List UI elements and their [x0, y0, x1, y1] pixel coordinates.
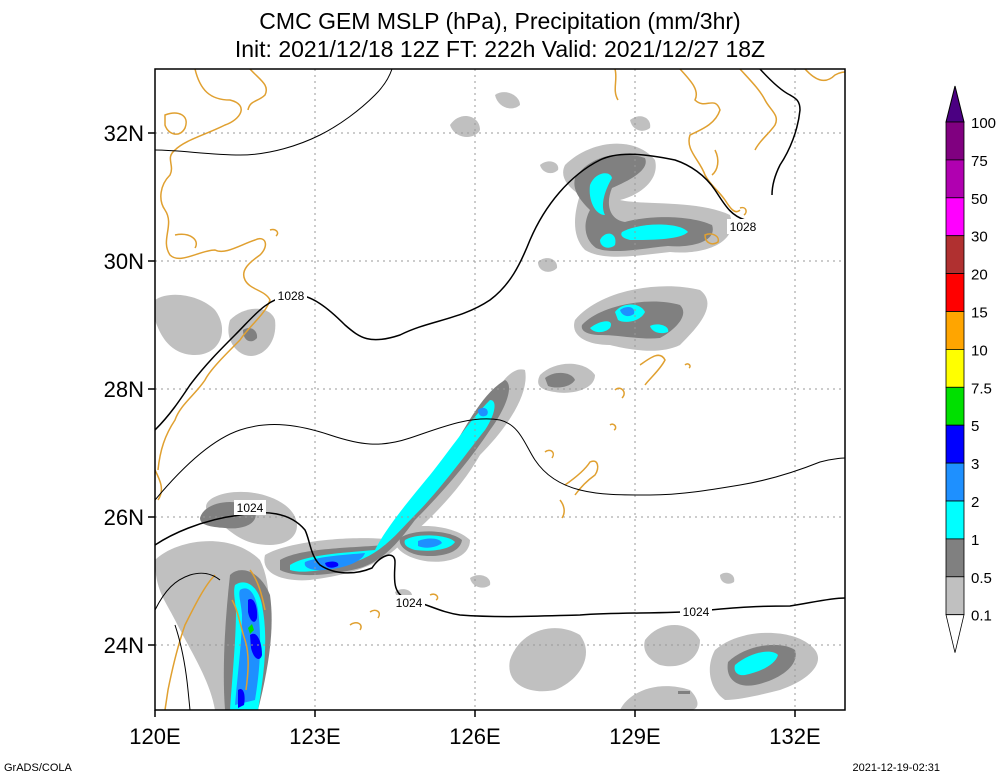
isobar-label: 1024: [396, 596, 423, 610]
colorbar-swatch: [945, 197, 965, 237]
colorbar-swatch: [945, 273, 965, 312]
coastlines: [155, 69, 845, 710]
colorbar-swatch: [945, 614, 965, 653]
lon-label: 129E: [609, 724, 660, 749]
isobar-label: 1024: [683, 605, 710, 619]
colorbar-label: 3: [971, 456, 979, 473]
colorbar-swatch: [945, 159, 965, 199]
lon-label: 132E: [769, 724, 820, 749]
lon-label: 123E: [289, 724, 340, 749]
longitude-labels: 120E 123E 126E 129E 132E: [129, 724, 820, 749]
colorbar-label: 0.1: [971, 608, 992, 625]
colorbar-swatch: [945, 235, 965, 274]
isobar-label: 1028: [730, 220, 757, 234]
colorbar-label: 50: [971, 191, 988, 208]
map-title-line2: Init: 2021/12/18 12Z FT: 222h Valid: 202…: [234, 36, 766, 62]
colorbar-swatch: [945, 538, 965, 578]
tick-marks: [148, 132, 796, 717]
colorbar-label: 30: [971, 229, 988, 246]
lat-label: 24N: [104, 633, 144, 658]
colorbar-label: 100: [971, 115, 996, 132]
lon-label: 120E: [129, 724, 180, 749]
colorbar-label: 20: [971, 267, 988, 284]
colorbar-label: 1: [971, 532, 979, 549]
precipitation-layer: [155, 92, 819, 710]
colorbar-max-arrow: [945, 85, 965, 123]
lon-label: 126E: [449, 724, 500, 749]
lat-label: 30N: [104, 249, 144, 274]
colorbar-swatch: [945, 576, 965, 616]
colorbar-label: 5: [971, 418, 979, 435]
colorbar-label: 0.5: [971, 570, 992, 587]
lat-label: 32N: [104, 121, 144, 146]
lat-label: 26N: [104, 505, 144, 530]
colorbar-swatch: [945, 500, 965, 540]
colorbar-swatch: [945, 121, 965, 161]
footer-timestamp: 2021-12-19-02:31: [852, 762, 940, 774]
map-title-line1: CMC GEM MSLP (hPa), Precipitation (mm/3h…: [259, 8, 741, 34]
colorbar-swatch: [945, 386, 965, 426]
lat-label: 28N: [104, 377, 144, 402]
colorbar-swatch: [945, 462, 965, 502]
isobar-label: 1028: [278, 289, 305, 303]
colorbar-label: 7.5: [971, 380, 992, 397]
isobar-label: 1024: [237, 501, 264, 515]
colorbar-swatch: [945, 348, 965, 388]
colorbar-swatch: [945, 424, 965, 464]
latitude-labels: 32N 30N 28N 26N 24N: [104, 121, 144, 658]
colorbar: 100 75 50 30 20 15 10 7.5 5 3 2 1 0.5 0.1: [945, 85, 996, 653]
colorbar-label: 10: [971, 342, 988, 359]
footer-credit: GrADS/COLA: [4, 762, 72, 774]
colorbar-label: 15: [971, 305, 988, 322]
colorbar-label: 75: [971, 153, 988, 170]
colorbar-label: 2: [971, 494, 979, 511]
isobar-labels: 1028 1028 1024 1024 1024: [234, 219, 759, 619]
colorbar-swatch: [945, 311, 965, 350]
